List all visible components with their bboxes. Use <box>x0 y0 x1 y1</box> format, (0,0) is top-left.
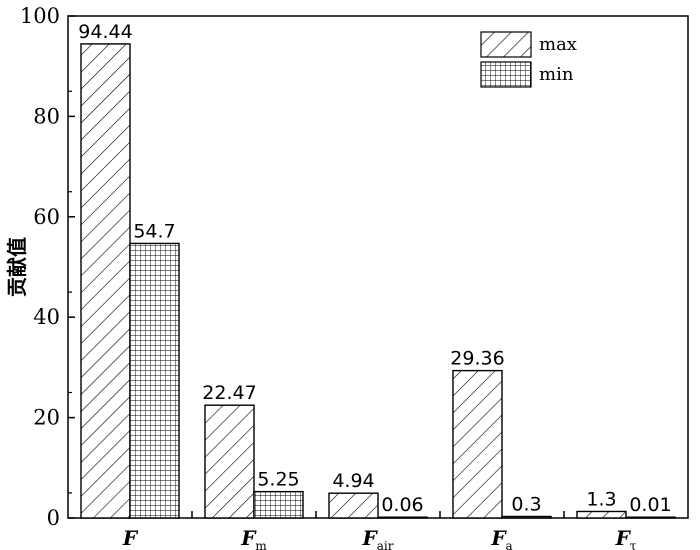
x-tick-label-4: Fτ <box>615 526 637 550</box>
data-label-min-3: 0.3 <box>511 493 541 515</box>
bar-max-1 <box>204 404 255 519</box>
y-tick-label: 40 <box>33 305 60 329</box>
x-tick-label-2: Fair <box>362 526 394 550</box>
y-tick-label: 80 <box>33 104 60 128</box>
data-label-max-3: 29.36 <box>450 348 504 370</box>
bar-min-3 <box>501 515 552 519</box>
x-tick-label-1: Fm <box>240 526 267 550</box>
bar-max-2 <box>328 492 379 519</box>
data-label-min-2: 0.06 <box>381 494 423 516</box>
data-label-max-2: 4.94 <box>332 470 374 492</box>
y-axis-label: 贡献值 <box>5 237 29 297</box>
bar-min-2 <box>377 516 428 519</box>
x-tick-label-3: Fa <box>490 526 512 550</box>
data-label-max-1: 22.47 <box>202 382 256 404</box>
bar-min-4 <box>625 516 676 519</box>
legend-swatch-min <box>480 61 532 88</box>
legend-label-min: min <box>539 64 574 85</box>
legend-swatch-max <box>480 31 532 58</box>
data-label-max-0: 94.44 <box>78 21 132 43</box>
legend-label-max: max <box>539 34 577 55</box>
y-tick-label: 60 <box>33 205 60 229</box>
y-tick-label: 0 <box>47 506 60 530</box>
bar-min-1 <box>253 490 304 519</box>
bar-max-0 <box>80 43 131 519</box>
bar-min-0 <box>129 242 180 519</box>
bar-max-3 <box>452 369 503 519</box>
bar-max-4 <box>576 510 627 519</box>
data-label-min-0: 54.7 <box>133 220 175 242</box>
data-label-min-1: 5.25 <box>257 469 299 491</box>
data-label-min-4: 0.01 <box>629 494 671 516</box>
y-tick-label: 20 <box>33 406 60 430</box>
y-tick-label: 100 <box>20 4 60 28</box>
data-label-max-4: 1.3 <box>586 488 616 510</box>
x-tick-label-0: F <box>122 526 139 550</box>
